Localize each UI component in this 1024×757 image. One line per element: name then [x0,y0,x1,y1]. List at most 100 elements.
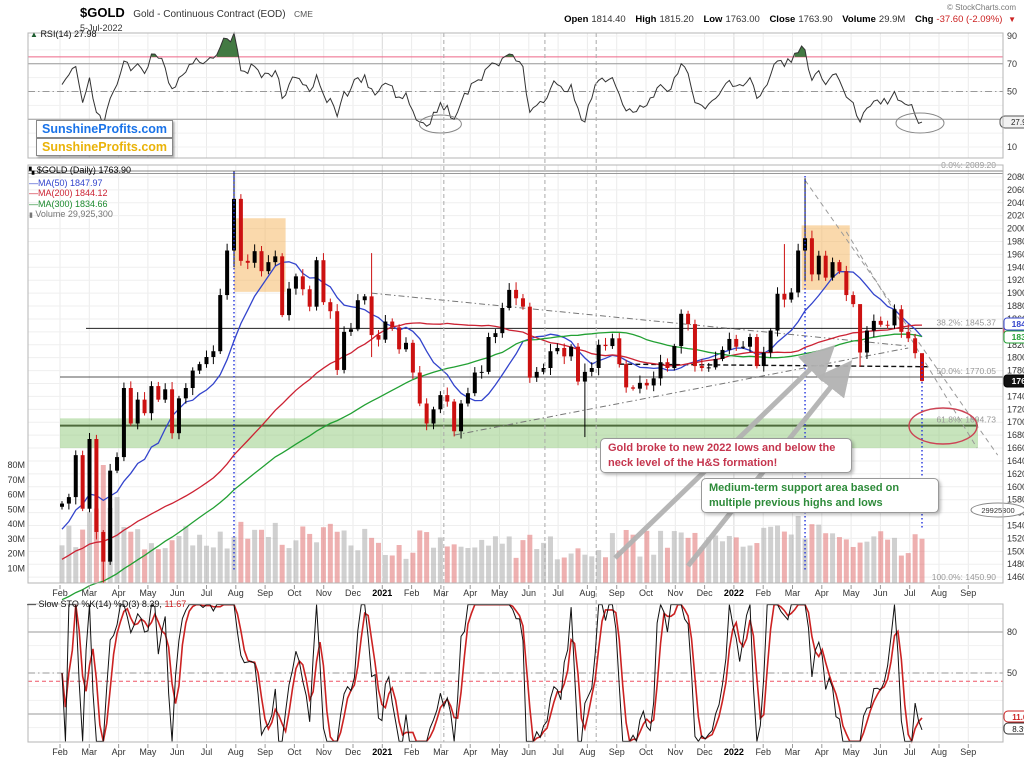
sto-legend-label: Slow STO %K(14) %D(3) [38,599,140,609]
sto-d-value: 11.67 [164,599,187,609]
svg-text:1660: 1660 [1007,443,1024,453]
svg-text:Dec: Dec [697,588,714,598]
sunshineprofits-logo-gold[interactable]: SunshineProfits.com [36,138,174,156]
rsi-legend-value: 27.98 [73,29,97,39]
volume-value: 29.9M [878,14,906,25]
svg-text:Nov: Nov [667,588,684,598]
volume-bars-icon: ▮ [29,212,33,219]
sto-line-icon: — [27,599,36,609]
sunshineprofits-logo-blue-text: SunshineProfits.com [42,122,168,136]
ohlc-quote-line: Open 1814.40 High 1815.20 Low 1763.00 Close… [557,14,1016,25]
svg-text:Jun: Jun [522,747,537,757]
svg-text:40M: 40M [7,519,25,529]
svg-text:Jul: Jul [904,588,916,598]
svg-text:2022: 2022 [724,588,744,598]
svg-text:20M: 20M [7,549,25,559]
hns-callout-text: Gold broke to new 2022 lows and below th… [608,442,836,469]
volume-label: Volume [842,14,876,25]
chg-dropdown-arrow[interactable]: ▼ [1008,15,1016,24]
svg-text:Mar: Mar [785,588,801,598]
svg-text:1847.97: 1847.97 [1012,319,1024,329]
svg-text:Dec: Dec [697,747,714,757]
ma200-value: 1844.12 [75,188,108,198]
support-callout: Medium-term support area based on multip… [701,478,939,514]
ma300-line-icon: — [29,198,38,209]
price-legend-close: 1763.90 [98,165,131,175]
ma50-line-icon: — [29,177,38,188]
svg-text:1500: 1500 [1007,546,1024,556]
svg-text:Mar: Mar [82,747,98,757]
svg-text:Feb: Feb [755,588,771,598]
svg-text:1680: 1680 [1007,430,1024,440]
svg-text:1480: 1480 [1007,559,1024,569]
svg-text:2080: 2080 [1007,172,1024,182]
svg-text:May: May [139,747,157,757]
open-value: 1814.40 [591,14,626,25]
candlestick-icon: ▚ [29,168,35,175]
svg-text:1763.90: 1763.90 [1012,376,1024,386]
svg-text:50: 50 [1007,87,1017,97]
svg-text:1834.66: 1834.66 [1012,332,1024,342]
svg-text:Dec: Dec [345,747,362,757]
sunshineprofits-logo-blue[interactable]: SunshineProfits.com [36,120,174,138]
svg-text:1980: 1980 [1007,236,1024,246]
svg-text:Aug: Aug [931,588,947,598]
svg-text:70M: 70M [7,475,25,485]
svg-text:1740: 1740 [1007,391,1024,401]
high-value: 1815.20 [659,14,694,25]
rsi-legend: ▲ RSI(14) 27.98 [30,29,97,41]
svg-text:Sep: Sep [609,588,625,598]
svg-text:1900: 1900 [1007,288,1024,298]
svg-text:Jul: Jul [552,588,564,598]
svg-text:Jul: Jul [201,747,213,757]
svg-text:11.67: 11.67 [1012,713,1024,722]
chg-label: Chg [914,14,934,25]
svg-text:50.0%: 1770.05: 50.0%: 1770.05 [936,366,996,376]
svg-text:Mar: Mar [785,747,801,757]
svg-text:Apr: Apr [463,747,477,757]
svg-text:1780: 1780 [1007,366,1024,376]
svg-text:2000: 2000 [1007,224,1024,234]
high-label: High [635,14,657,25]
svg-text:Apr: Apr [463,588,477,598]
svg-text:2060: 2060 [1007,185,1024,195]
svg-text:2021: 2021 [372,588,392,598]
svg-text:1520: 1520 [1007,533,1024,543]
svg-text:10: 10 [1007,142,1017,152]
svg-text:Oct: Oct [639,747,654,757]
svg-text:38.2%: 1845.37: 38.2%: 1845.37 [936,317,996,327]
svg-text:1880: 1880 [1007,301,1024,311]
svg-text:8.39: 8.39 [1012,725,1024,734]
ma300-label: MA(300) [38,198,73,209]
low-label: Low [703,14,723,25]
svg-text:1640: 1640 [1007,456,1024,466]
svg-text:1800: 1800 [1007,353,1024,363]
svg-text:Mar: Mar [82,588,98,598]
svg-text:Jun: Jun [522,588,537,598]
svg-text:70: 70 [1007,59,1017,69]
svg-text:Sep: Sep [960,747,976,757]
price-legend-symbol: $GOLD (Daily) [36,165,96,175]
svg-text:May: May [491,747,509,757]
svg-text:Apr: Apr [815,747,829,757]
svg-text:80M: 80M [7,460,25,470]
svg-text:Jun: Jun [170,588,185,598]
svg-text:Sep: Sep [257,588,273,598]
svg-text:Aug: Aug [228,747,244,757]
svg-text:Sep: Sep [960,588,976,598]
svg-text:1960: 1960 [1007,249,1024,259]
ma200-line-icon: — [29,188,38,198]
svg-text:Apr: Apr [112,747,126,757]
svg-text:1720: 1720 [1007,404,1024,414]
sto-legend: — Slow STO %K(14) %D(3) 8.39, 11.67 [27,599,186,610]
svg-text:Apr: Apr [815,588,829,598]
svg-text:Nov: Nov [667,747,684,757]
svg-text:Jul: Jul [552,747,564,757]
ma50-label: MA(50) [38,177,68,188]
svg-text:Nov: Nov [316,747,333,757]
close-value: 1763.90 [798,14,833,25]
svg-text:May: May [843,588,861,598]
svg-text:29925300: 29925300 [981,506,1014,515]
svg-text:Sep: Sep [257,747,273,757]
svg-text:27.98: 27.98 [1011,118,1024,127]
